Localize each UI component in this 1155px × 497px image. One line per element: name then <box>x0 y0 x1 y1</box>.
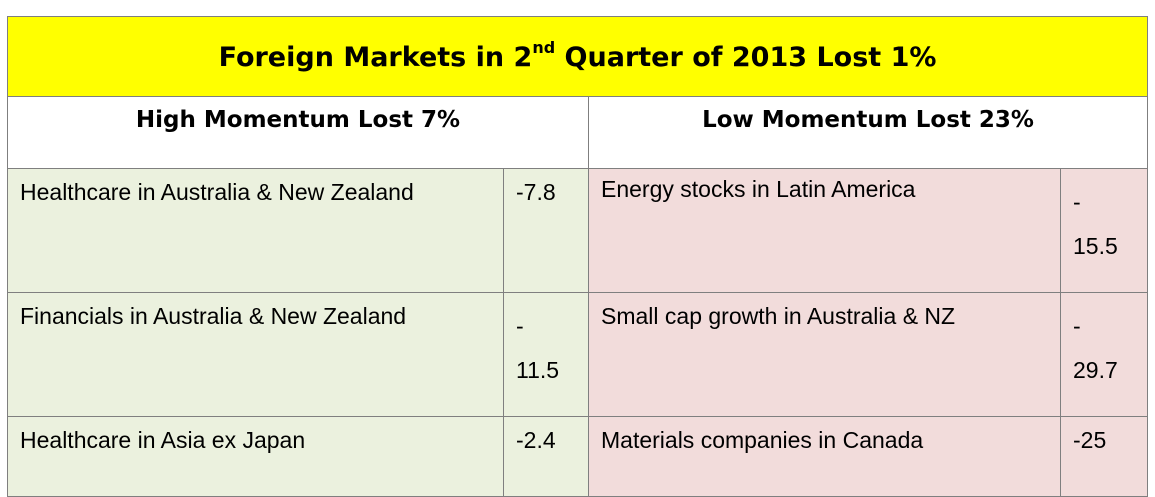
low-row-value: -29.7 <box>1059 292 1149 417</box>
high-row-name: Healthcare in Asia ex Japan <box>7 416 504 497</box>
high-row-name: Financials in Australia & New Zealand <box>7 292 504 417</box>
table-title: Foreign Markets in 2nd Quarter of 2013 L… <box>6 16 1149 97</box>
table-row: Healthcare in Asia ex Japan -2.4 Materia… <box>7 416 1149 497</box>
high-row-name: Healthcare in Australia & New Zealand <box>7 168 504 293</box>
low-row-name: Materials companies in Canada <box>588 416 1061 497</box>
low-row-name: Energy stocks in Latin America <box>588 168 1061 293</box>
high-row-value: -2.4 <box>503 416 589 497</box>
high-row-value: -7.8 <box>503 168 589 293</box>
low-row-value: -15.5 <box>1059 168 1149 293</box>
high-row-value: -11.5 <box>503 292 589 417</box>
low-momentum-header: Low Momentum Lost 23% <box>587 96 1149 169</box>
low-row-value: -25 <box>1059 416 1149 497</box>
title-prefix: Foreign Markets in 2 <box>218 41 533 73</box>
high-momentum-header: High Momentum Lost 7% <box>7 96 589 169</box>
title-superscript: nd <box>532 37 556 57</box>
low-row-name: Small cap growth in Australia & NZ <box>588 292 1061 417</box>
performance-table: Foreign Markets in 2nd Quarter of 2013 L… <box>6 16 1149 497</box>
table-row: Healthcare in Australia & New Zealand -7… <box>7 168 1149 293</box>
title-suffix: Quarter of 2013 Lost 1% <box>555 41 937 73</box>
table-row: Financials in Australia & New Zealand -1… <box>7 292 1149 417</box>
